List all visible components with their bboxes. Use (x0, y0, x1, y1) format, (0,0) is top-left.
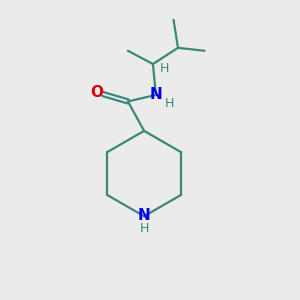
Text: N: N (138, 208, 151, 223)
Text: O: O (90, 85, 103, 100)
Text: N: N (150, 87, 163, 102)
Text: H: H (164, 97, 174, 110)
Text: H: H (140, 222, 149, 235)
Text: H: H (160, 62, 169, 75)
